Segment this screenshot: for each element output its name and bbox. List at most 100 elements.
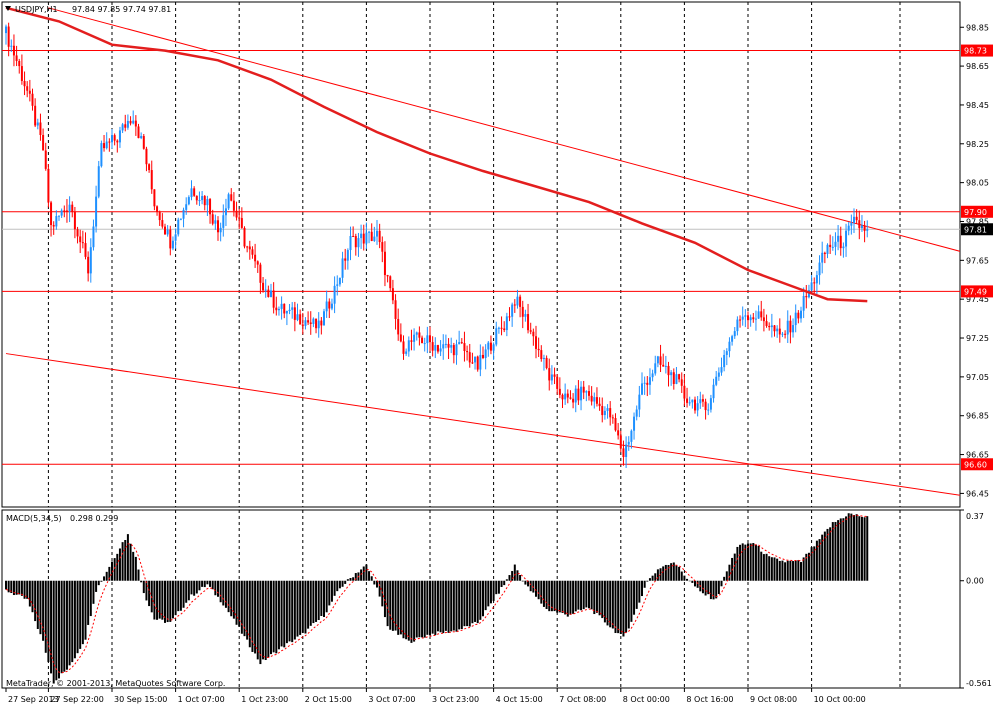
candle-body [484, 349, 487, 358]
candle-body [201, 196, 204, 201]
candle [436, 344, 439, 354]
candle-body [140, 136, 143, 139]
candle [386, 274, 389, 283]
candle [158, 210, 161, 226]
candle-body [672, 372, 675, 384]
level-tag [961, 285, 993, 298]
level-tag-label: 96.60 [964, 460, 987, 469]
candle [794, 304, 797, 333]
candle [272, 282, 275, 314]
chevron-down-icon[interactable] [5, 6, 11, 11]
candle [489, 335, 492, 355]
macd-bar [556, 580, 559, 613]
candle-body [267, 289, 270, 298]
candle-body [185, 204, 188, 210]
candle-body [47, 168, 50, 203]
candle [299, 309, 302, 325]
macd-bar [304, 580, 307, 634]
candle [627, 436, 630, 451]
candle-body [224, 208, 227, 216]
candle [243, 226, 246, 249]
candle [564, 383, 567, 405]
candle-body [837, 235, 840, 242]
candle-body [256, 261, 259, 265]
candle-body [447, 343, 450, 348]
current-price-label: 97.81 [964, 225, 987, 234]
macd-bar [203, 580, 206, 588]
macd-bar [810, 547, 813, 581]
candle-body [150, 170, 153, 190]
candle-body [338, 277, 341, 285]
macd-bar [463, 580, 466, 627]
candle [580, 381, 583, 411]
candle [633, 412, 636, 440]
macd-bar [39, 580, 42, 635]
candle [532, 328, 535, 346]
candle-body [813, 282, 816, 284]
macd-bar [113, 558, 116, 581]
macd-bar [595, 580, 598, 613]
macd-bar [638, 580, 641, 603]
candle [100, 140, 103, 168]
macd-bar [254, 580, 257, 654]
macd-bar [418, 580, 421, 638]
candle [20, 54, 23, 85]
macd-bar [121, 542, 124, 581]
candle [373, 226, 376, 242]
candle [222, 204, 225, 237]
candle-body [227, 194, 230, 209]
candle [235, 201, 238, 221]
candle [540, 345, 543, 362]
candle [672, 368, 675, 390]
candle-body [105, 141, 108, 149]
macd-bar [617, 580, 620, 634]
candle [800, 306, 802, 323]
candle [336, 275, 339, 296]
macd-bar [365, 564, 368, 581]
macd-bar [842, 518, 845, 581]
candle-body [831, 246, 834, 248]
candle-body [383, 251, 386, 276]
candle [778, 318, 781, 343]
macd-bar [635, 580, 638, 609]
candle [84, 232, 87, 260]
candle-body [378, 230, 381, 243]
candle [63, 205, 66, 218]
candle [542, 354, 545, 371]
candle [611, 414, 614, 424]
candle [709, 394, 712, 413]
candle-body [132, 120, 135, 124]
macd-bar [858, 516, 861, 581]
macd-bar [333, 580, 336, 596]
candle-body [458, 342, 461, 345]
candle [378, 223, 381, 249]
candle [346, 248, 349, 270]
candle [132, 110, 135, 125]
candle [786, 310, 789, 344]
candle [773, 325, 776, 337]
candle [686, 387, 689, 408]
macd-bar [182, 580, 185, 608]
candle-body [784, 333, 787, 335]
macd-bar [516, 570, 519, 581]
candle-body [264, 289, 267, 291]
time-tick-label: 1 Oct 07:00 [178, 695, 225, 704]
macd-bar [553, 580, 556, 612]
candle-body [545, 357, 548, 369]
candle-body [330, 303, 333, 309]
macd-bar [715, 580, 718, 599]
candle [174, 228, 177, 249]
macd-bar [670, 563, 673, 581]
macd-bar [230, 580, 233, 617]
macd-bar [847, 513, 850, 581]
macd-bar [757, 545, 760, 581]
candle-body [134, 120, 137, 127]
candle-body [312, 318, 315, 324]
candle-body [142, 136, 145, 149]
macd-bar [373, 580, 376, 585]
candle [450, 337, 453, 354]
candle [471, 352, 474, 365]
candle-body [100, 143, 103, 167]
candle-body [535, 336, 537, 349]
macd-bar [407, 580, 410, 641]
